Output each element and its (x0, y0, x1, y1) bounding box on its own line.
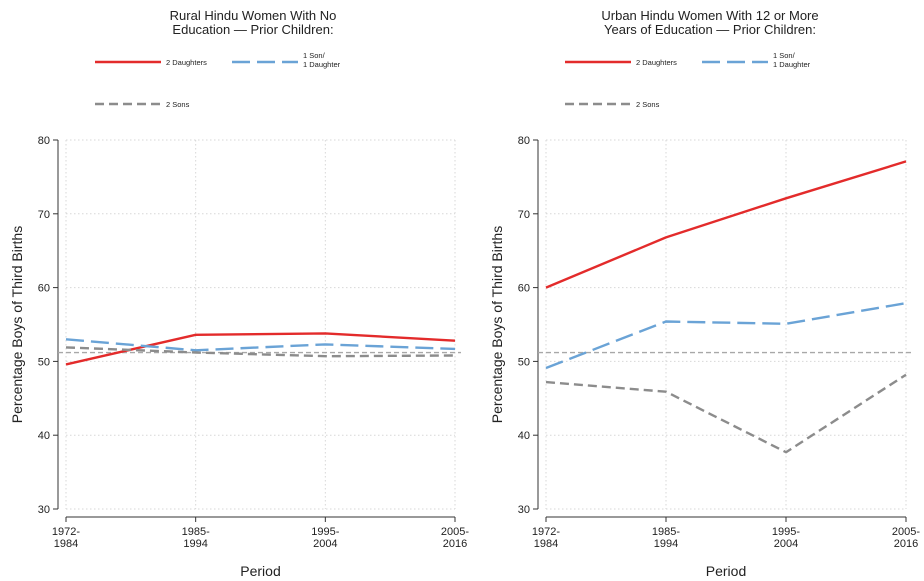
x-tick-label: 1985- (182, 526, 210, 538)
x-tick-label: 1985- (652, 526, 680, 538)
series-line (545, 373, 907, 454)
x-tick-label: 2004 (774, 538, 798, 550)
series-line (545, 160, 907, 289)
x-tick-label: 2016 (443, 538, 467, 550)
chart-title-line: Years of Education — Prior Children: (604, 22, 816, 37)
y-tick-label: 50 (518, 356, 530, 368)
x-tick-label: 1972- (52, 526, 80, 538)
legend-label: 1 Daughter (303, 60, 341, 69)
y-tick-label: 40 (518, 430, 530, 442)
x-tick-label: 1994 (183, 538, 207, 550)
x-axis-title: Period (240, 563, 280, 579)
y-tick-label: 50 (38, 356, 50, 368)
series-line (65, 346, 456, 358)
x-tick-label: 1972- (532, 526, 560, 538)
y-axis-title: Percentage Boys of Third Births (9, 226, 25, 423)
y-tick-label: 70 (38, 209, 50, 221)
legend-label: 2 Daughters (636, 58, 677, 67)
y-tick-label: 30 (518, 504, 530, 516)
y-tick-label: 70 (518, 209, 530, 221)
y-tick-label: 40 (38, 430, 50, 442)
legend-label: 1 Son/ (303, 51, 326, 60)
x-tick-label: 1994 (654, 538, 678, 550)
x-tick-label: 2005- (441, 526, 469, 538)
series-line (545, 301, 907, 370)
x-tick-label: 2005- (892, 526, 920, 538)
x-tick-label: 1984 (534, 538, 558, 550)
series-line (65, 338, 456, 352)
x-tick-label: 1984 (54, 538, 78, 550)
y-tick-label: 80 (38, 135, 50, 147)
legend-label: 2 Sons (636, 100, 660, 109)
y-tick-label: 80 (518, 135, 530, 147)
x-axis-title: Period (706, 563, 746, 579)
y-axis-title: Percentage Boys of Third Births (489, 226, 505, 423)
y-tick-label: 60 (518, 283, 530, 295)
legend-label: 1 Son/ (773, 51, 796, 60)
y-tick-label: 60 (38, 283, 50, 295)
x-tick-label: 2004 (313, 538, 337, 550)
x-tick-label: 2016 (894, 538, 918, 550)
chart-title-line: Education — Prior Children: (172, 22, 333, 37)
legend-label: 2 Daughters (166, 58, 207, 67)
legend-label: 2 Sons (166, 100, 190, 109)
chart-title-line: Urban Hindu Women With 12 or More (601, 8, 818, 23)
x-tick-label: 1995- (311, 526, 339, 538)
legend-label: 1 Daughter (773, 60, 811, 69)
x-tick-label: 1995- (772, 526, 800, 538)
y-tick-label: 30 (38, 504, 50, 516)
chart-title-line: Rural Hindu Women With No (170, 8, 337, 23)
